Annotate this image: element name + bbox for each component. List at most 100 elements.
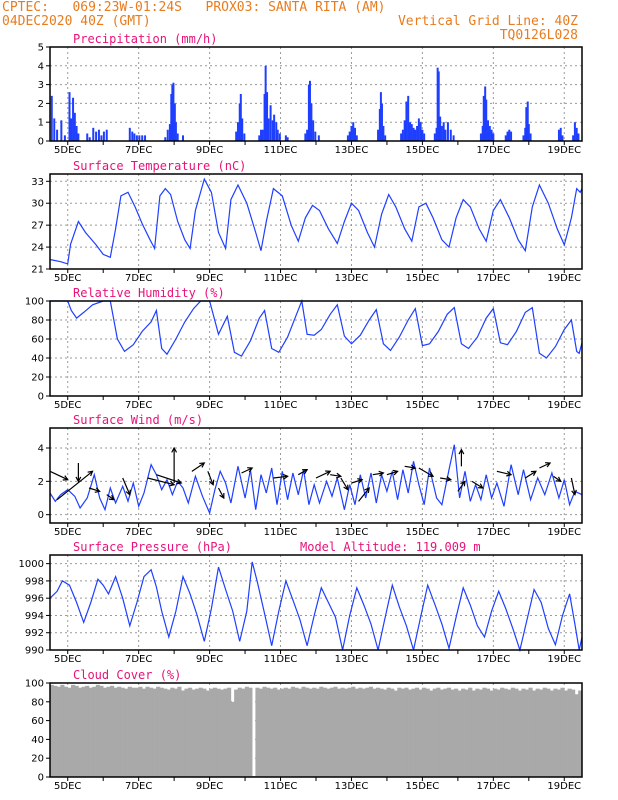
wind-arrow [386, 469, 399, 476]
x-tick-label: 17DEC [476, 273, 510, 284]
cloud-bar [464, 689, 469, 777]
x-tick-label: 13DEC [335, 273, 369, 284]
precip-bar [485, 99, 488, 141]
panel-cloud: Cloud Cover (%) 0 20 40 60 80 100 5DEC 7DEC 9DEC 1… [25, 668, 583, 792]
precip-bar [68, 92, 71, 141]
precip-bar [400, 133, 403, 141]
cloud-bar [56, 686, 61, 777]
precip-bar [378, 109, 381, 141]
precip-bar [433, 133, 436, 141]
y-tick-label: 998 [25, 576, 44, 587]
wind-arrow [496, 470, 513, 477]
cloud-bar [383, 689, 388, 777]
precip-bar [133, 133, 136, 141]
cloud-bar [336, 688, 342, 777]
cloud-bar [205, 690, 210, 777]
cloud-bar [347, 687, 352, 777]
precip-bar [423, 133, 426, 141]
precip-bar [405, 101, 408, 141]
cloud-bar [390, 688, 395, 777]
cloud-bar [439, 689, 444, 777]
precip-bar [573, 122, 576, 141]
cloud-bar [152, 688, 157, 777]
wind-arrow-head [199, 462, 206, 468]
x-tick-label: 17DEC [476, 145, 510, 156]
wind-arrow [372, 470, 385, 477]
x-tick-label: 7DEC [125, 400, 152, 411]
wind-arrow-shaft [56, 470, 93, 501]
panel-title-wind: Surface Wind (m/s) [73, 413, 203, 427]
wind-arrow [297, 469, 309, 476]
precip-bar [286, 137, 289, 141]
wind-arrow [351, 478, 364, 484]
cloud-bar [117, 686, 122, 777]
precip-bar [561, 135, 564, 141]
cloud-bar [528, 687, 533, 777]
y-tick-label: 40 [31, 735, 44, 746]
wind-arrow [553, 475, 562, 483]
precip-bar [577, 133, 580, 141]
cloud-bar [471, 690, 476, 777]
wind-arrow-shaft [122, 477, 131, 495]
cloud-bar [230, 701, 235, 777]
precip-bar [53, 118, 56, 141]
cloud-bar [393, 690, 398, 777]
x-tick-label: 11DEC [264, 781, 298, 792]
wind-series-line [49, 444, 583, 515]
cloud-bar [248, 687, 253, 777]
x-tick-label: 5DEC [54, 400, 81, 411]
cloud-bar [397, 687, 402, 777]
precip-bar [446, 122, 449, 141]
precip-bar [100, 135, 103, 141]
cloud-bar [354, 688, 359, 777]
cloud-bar [386, 687, 391, 777]
x-tick-label: 19DEC [547, 273, 581, 284]
panel-wind: Surface Wind (m/s) 0 2 4 5DEC 7DEC 9DEC 11DEC 13… [38, 413, 583, 538]
wind-arrow [315, 470, 332, 479]
x-tick-label: 19DEC [547, 527, 581, 538]
cloud-bar [475, 688, 480, 777]
precip-bar [70, 118, 73, 141]
x-tick-label: 13DEC [335, 654, 369, 665]
cloud-bar [340, 687, 345, 777]
precip-bar [260, 129, 263, 141]
cloud-bar [276, 689, 281, 777]
x-tick-label: 15DEC [406, 527, 440, 538]
cloud-bar [269, 688, 274, 777]
cloud-bar [372, 688, 377, 777]
cloud-bar [500, 687, 505, 777]
x-tick-label: 7DEC [125, 273, 152, 284]
cloud-bar [319, 686, 324, 777]
cloud-bar [489, 690, 494, 777]
wind-arrow-head [506, 470, 513, 477]
x-tick-label: 5DEC [54, 273, 81, 284]
x-tick-label: 13DEC [335, 781, 369, 792]
wind-arrow [191, 462, 206, 472]
y-tick-label: 40 [31, 354, 44, 365]
precip-bar [131, 131, 134, 141]
precip-bar [239, 94, 242, 141]
cloud-bar [496, 689, 501, 777]
cloud-bar [290, 686, 296, 777]
wind-arrow [147, 477, 176, 487]
cloud-bar [425, 688, 430, 777]
y-tick-label: 0 [38, 773, 44, 784]
x-tick-label: 13DEC [335, 527, 369, 538]
x-tick-label: 9DEC [196, 654, 223, 665]
cloud-bar [149, 687, 154, 777]
precip-bar [481, 125, 484, 141]
precip-bar [522, 135, 525, 141]
precip-bar [442, 122, 445, 141]
x-tick-label: 15DEC [406, 145, 440, 156]
cloud-bar [574, 694, 579, 777]
wind-arrow [440, 476, 453, 482]
precip-bar [166, 129, 169, 141]
wind-arrow-shaft [49, 470, 68, 481]
cloud-bar [294, 687, 299, 777]
cloud-bar [524, 689, 530, 777]
precip-bar [105, 129, 108, 141]
precip-bar [440, 125, 443, 141]
y-tick-label: 4 [38, 444, 44, 455]
wind-arrow-shaft [496, 470, 512, 476]
